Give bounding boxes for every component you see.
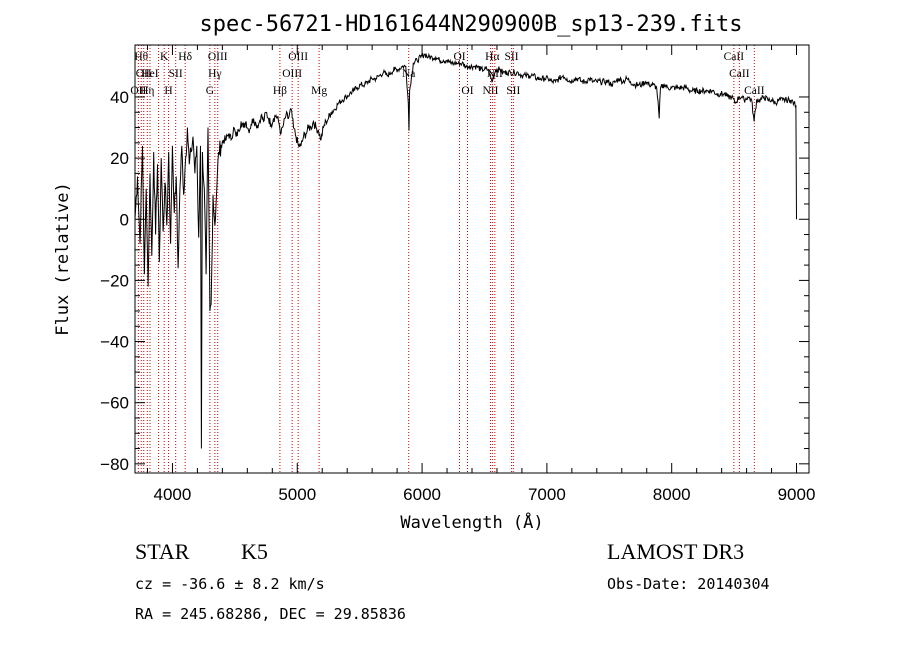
line-marker-label: Hγ (208, 68, 221, 80)
line-marker-label: OIII (282, 68, 302, 80)
line-marker-label: CaII (744, 85, 765, 97)
axis-tick-labels: 4000 5000 6000 7000 8000 9000 −80 −60 −40 −20 0 20 4… (100, 88, 815, 504)
line-marker-label: SII (505, 51, 519, 63)
y-tick-label: 20 (110, 149, 129, 168)
x-tick-label: 9000 (778, 485, 816, 504)
line-marker-label: OII (130, 85, 146, 97)
line-marker-label: H (164, 85, 172, 97)
x-axis-label: Wavelength (Å) (400, 511, 543, 533)
line-marker-label: G (206, 85, 214, 97)
x-tick-label: 6000 (403, 485, 441, 504)
line-marker-label: OIII (208, 51, 228, 63)
line-marker-label: Hδ (178, 51, 192, 63)
y-tick-label: −20 (100, 271, 129, 290)
survey-name: LAMOST DR3 (607, 539, 744, 564)
y-tick-label: 0 (120, 210, 129, 229)
line-marker-label: OI (453, 51, 465, 63)
observation-date: Obs-Date: 20140304 (607, 575, 770, 593)
line-marker-label: Mg (311, 85, 327, 97)
redshift-velocity: cz = -36.6 ± 8.2 km/s (135, 575, 325, 593)
line-marker-label: HeI (141, 68, 158, 80)
x-tick-label: 5000 (278, 485, 316, 504)
y-tick-label: −60 (100, 394, 129, 413)
y-tick-label: 40 (110, 88, 129, 107)
x-tick-label: 4000 (154, 485, 192, 504)
line-marker-label: CaII (729, 68, 750, 80)
line-marker-label: Hβ (273, 85, 287, 97)
line-marker-label: OIII (288, 51, 308, 63)
object-subclass: K5 (241, 539, 268, 564)
chart-title: spec-56721-HD161644N290900B_sp13-239.fit… (199, 12, 742, 37)
x-tick-label: 7000 (528, 485, 566, 504)
y-tick-label: −40 (100, 333, 129, 352)
line-marker-label: SII (169, 68, 183, 80)
line-marker-label: CaII (724, 51, 745, 63)
spectrum-line (134, 52, 797, 449)
x-tick-label: 8000 (653, 485, 691, 504)
line-marker-label: Hα (485, 51, 499, 63)
y-tick-label: −80 (100, 455, 129, 474)
emission-line-markers: OIIHθOIIHηHeIKHSIIHδGHγOIIIHβOIIIOIIIMgN… (130, 45, 765, 473)
plot-frame (134, 44, 810, 474)
line-marker-label: OII (136, 68, 152, 80)
line-marker-label: Hθ (134, 51, 148, 63)
line-marker-label: NII (482, 85, 498, 97)
sky-coordinates: RA = 245.68286, DEC = 29.85836 (135, 605, 406, 623)
line-marker-label: K (160, 51, 169, 63)
y-axis-label: Flux (relative) (53, 182, 73, 336)
object-class: STAR (135, 539, 190, 564)
line-marker-label: Hη (140, 85, 154, 97)
line-marker-label: SII (506, 85, 520, 97)
line-marker-label: Na (402, 68, 415, 80)
axis-ticks (135, 45, 809, 473)
line-marker-label: OI (461, 85, 473, 97)
